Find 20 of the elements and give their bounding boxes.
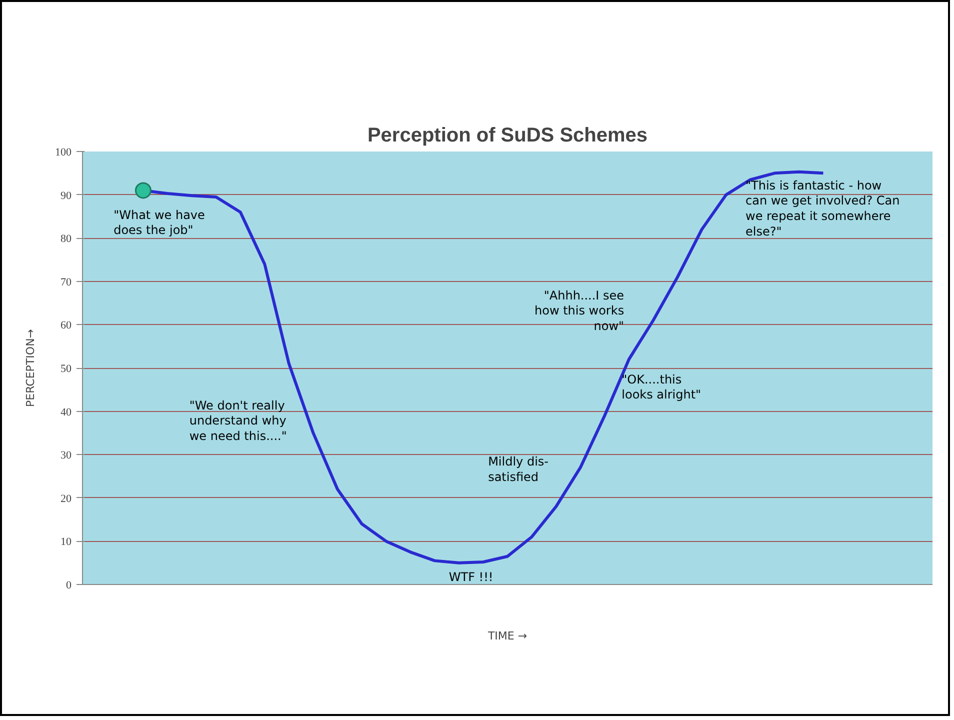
annotation: "OK....this looks alright" [622, 372, 702, 402]
annotation: WTF !!! [448, 570, 494, 584]
y-tick-label: 100 [55, 146, 72, 158]
y-tick-label: 60 [60, 320, 72, 332]
y-tick-label: 90 [60, 190, 72, 202]
y-tick-label: 20 [60, 492, 72, 505]
annotation: "What we have does the job" [114, 208, 205, 238]
y-tick-label: 30 [60, 450, 72, 462]
y-tick-label: 10 [60, 536, 72, 548]
annotation: Mildly dis- satisfied [488, 454, 548, 484]
x-axis-title: TIME → [486, 630, 528, 642]
y-tick-label: 40 [60, 406, 72, 418]
y-tick-label: 0 [66, 580, 72, 592]
annotation: "This is fantastic - how can we get involved? Can we repeat it somewhere else?" [746, 178, 900, 239]
annotation: "We don't really understand why we need this...." [189, 398, 287, 444]
chart-title: Perception of SuDS Schemes [367, 124, 648, 146]
y-tick-label: 70 [60, 276, 72, 288]
y-axis-title: PERCEPTION→ [24, 328, 37, 408]
y-tick-label: 80 [60, 233, 72, 246]
y-tick-label: 50 [60, 363, 72, 375]
